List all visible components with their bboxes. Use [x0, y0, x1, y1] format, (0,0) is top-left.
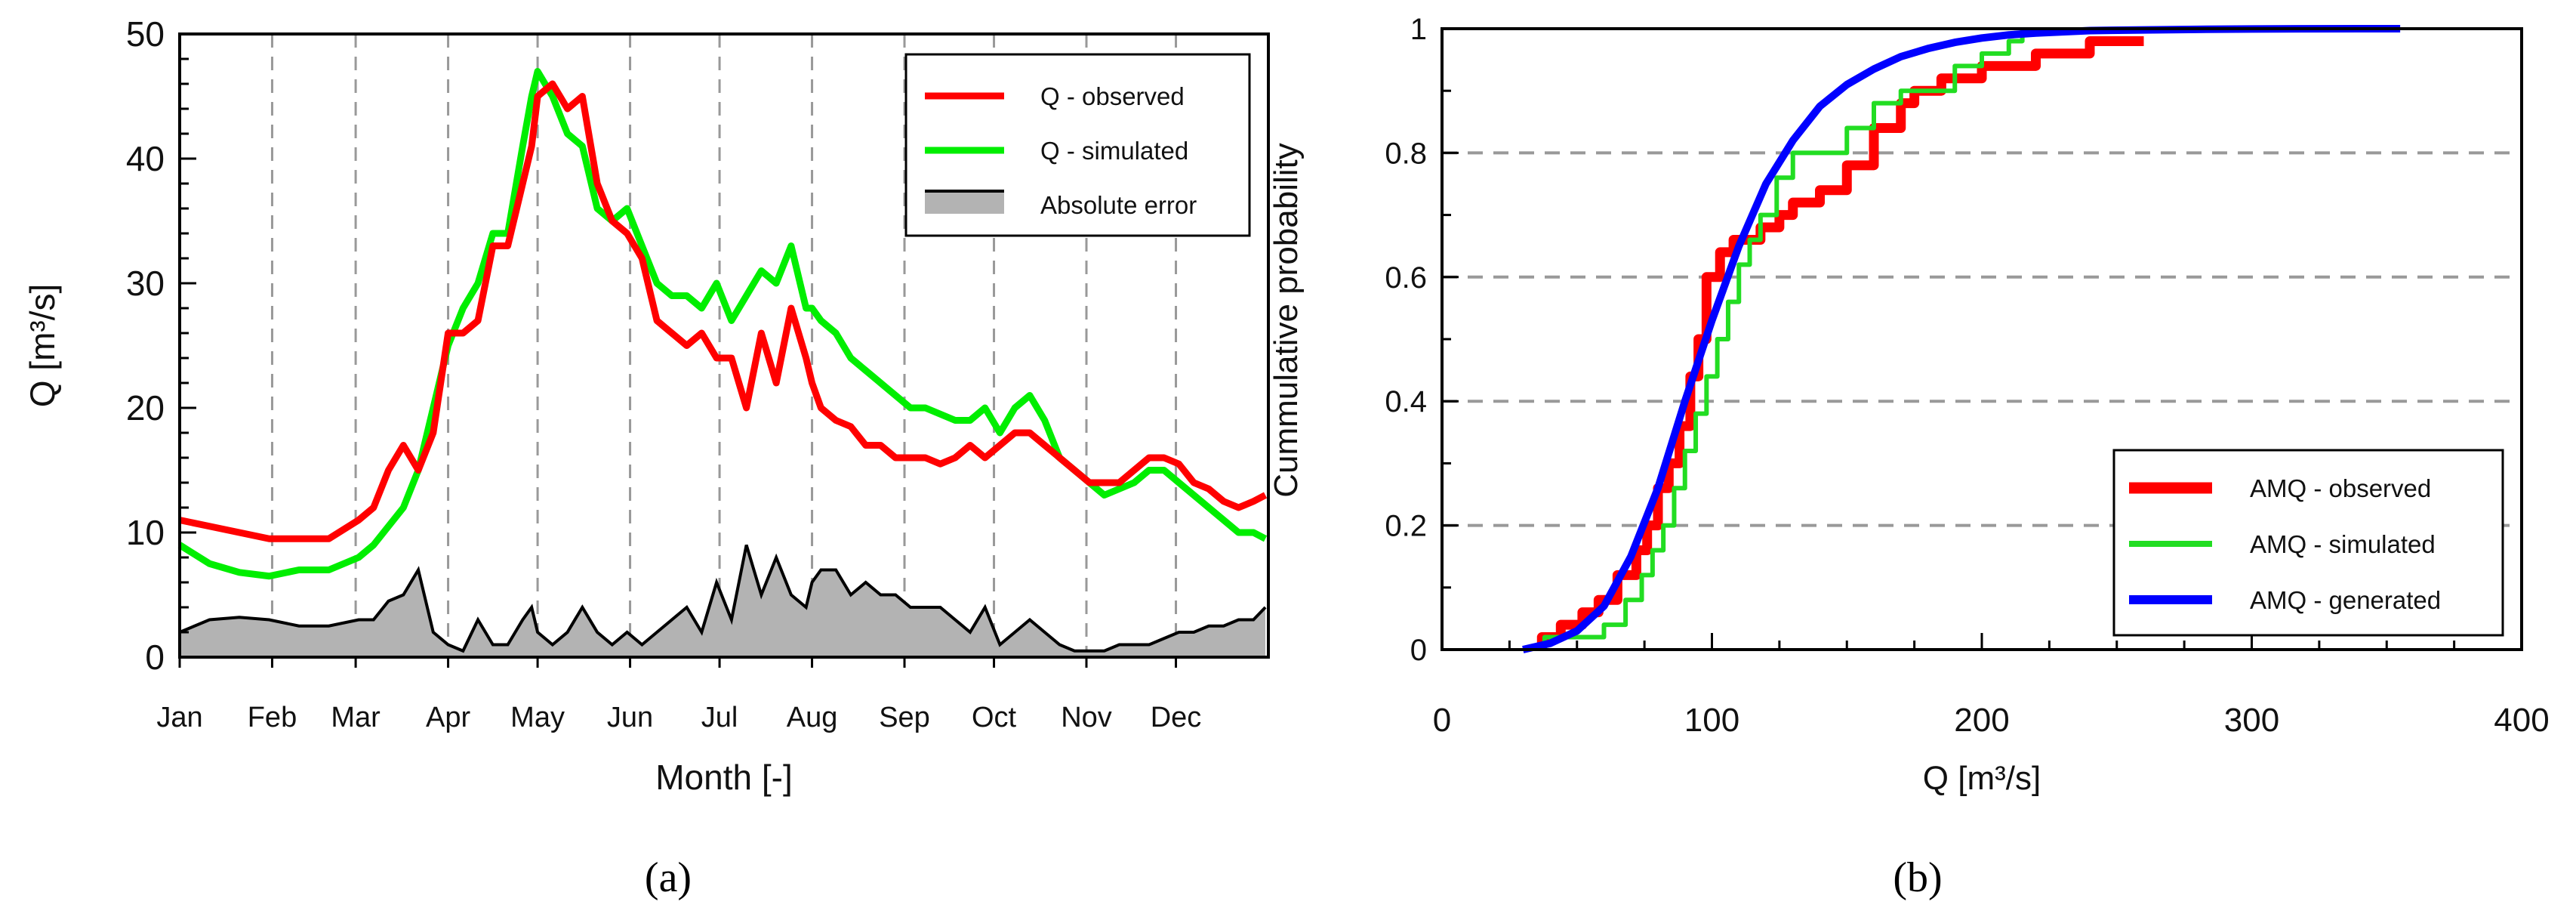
legend-label-b: AMQ - simulated [2250, 530, 2436, 558]
x-tick-label-month: May [510, 702, 565, 733]
x-tick-label-month: Jun [607, 702, 653, 733]
x-axis-title-a: Month [-] [655, 758, 793, 797]
y-tick-label-a: 40 [126, 139, 165, 178]
y-tick-label-a: 10 [126, 513, 165, 552]
y-tick-label-b: 0 [1410, 634, 1427, 667]
x-tick-label-month: Dec [1151, 702, 1202, 733]
x-axis-title-b: Q [m³/s] [1923, 760, 2041, 797]
panel-a: 0 10 20 30 40 50 Jan Feb Mar Apr May Jun Jul Aug Sep Oc… [23, 14, 1270, 901]
panel-label-b: (b) [1893, 854, 1942, 901]
y-axis-title-a: Q [m³/s] [23, 284, 62, 408]
x-tick-label-month: Oct [972, 702, 1017, 733]
x-tick-label-b: 0 [1433, 702, 1451, 739]
x-tick-label-month: Aug [787, 702, 838, 733]
y-axis-title-b: Cummulative probability [1268, 143, 1305, 498]
legend-label-b: AMQ - observed [2250, 474, 2431, 502]
y-tick-label-b: 0.6 [1385, 261, 1427, 295]
y-tick-label-a: 30 [126, 264, 165, 303]
x-tick-label-month: Mar [331, 702, 381, 733]
x-tick-label-month: Nov [1061, 702, 1112, 733]
y-tick-label-b: 0.8 [1385, 137, 1427, 170]
y-tick-label-b: 1 [1410, 13, 1427, 46]
y-tick-label-b: 0.4 [1385, 385, 1427, 418]
absolute-error-line [179, 544, 1267, 653]
y-tick-label-b: 0.2 [1385, 510, 1427, 543]
legend-label-b: AMQ - generated [2250, 586, 2441, 614]
legend-label-a: Q - observed [1040, 82, 1185, 110]
x-tick-label-month: Apr [426, 702, 470, 733]
y-tick-label-a: 0 [145, 638, 165, 677]
x-tick-label-month: Jan [156, 702, 202, 733]
x-tick-label-b: 300 [2224, 702, 2279, 739]
legend-swatch-error-fill [925, 191, 1004, 214]
plot-frame-a [178, 32, 1270, 659]
q-observed-line [179, 80, 1268, 542]
amq-simulated-line [1542, 29, 2025, 650]
x-tick-label-b: 200 [1954, 702, 2009, 739]
x-tick-label-b: 400 [2494, 702, 2549, 739]
legend-label-a: Q - simulated [1040, 137, 1188, 165]
x-tick-label-month: Jul [701, 702, 738, 733]
y-tick-label-a: 20 [126, 388, 165, 428]
legend-label-a: Absolute error [1040, 191, 1197, 219]
panel-b: 0 0.2 0.4 0.6 0.8 1 0 100 200 300 400 Q [m³/s] Cummu… [1268, 13, 2550, 901]
y-tick-label-a: 50 [126, 14, 165, 54]
x-tick-label-month: Sep [879, 702, 930, 733]
x-tick-label-month: Feb [248, 702, 297, 733]
panel-label-a: (a) [645, 854, 692, 901]
x-tick-label-b: 100 [1684, 702, 1739, 739]
